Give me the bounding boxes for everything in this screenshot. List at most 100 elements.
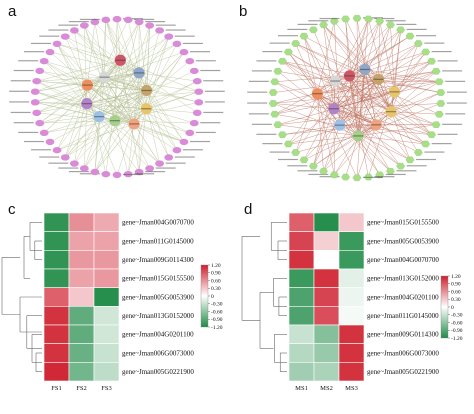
network-edge — [334, 80, 391, 172]
row-label: gene~Jman006G0073000 — [122, 349, 194, 357]
network-node-label — [39, 35, 60, 37]
network-gene-node — [386, 21, 395, 29]
network-edge — [364, 29, 401, 70]
network-hub-label — [99, 76, 110, 78]
network-node-label — [319, 17, 340, 20]
network-edge — [146, 90, 178, 151]
network-edge — [390, 71, 437, 112]
network-edge — [98, 116, 150, 169]
heatmap-cell — [288, 324, 315, 344]
row-label: gene~Jman005G0221900 — [367, 368, 439, 376]
row-label: gene~Jman004G0070700 — [122, 219, 194, 227]
row-label: gene~Jman015G0155500 — [122, 275, 194, 283]
network-gene-node — [352, 14, 362, 22]
network-hub-label — [389, 91, 400, 93]
network-edge — [378, 61, 432, 80]
network-gene-node — [421, 140, 431, 148]
network-gene-node — [90, 18, 100, 26]
network-node-label — [24, 51, 45, 53]
heatmap-cell — [43, 212, 70, 232]
network-node-label — [13, 122, 34, 124]
network-edge — [49, 51, 140, 74]
network-node-label — [9, 101, 30, 103]
row-label: gene~Jman011G0145000 — [367, 312, 439, 320]
network-gene-node — [172, 146, 182, 154]
heatmap-cell — [338, 212, 365, 232]
color-scale-tick-label: 0.60 — [451, 289, 461, 295]
row-label: gene~Jman009G0114300 — [367, 331, 439, 339]
network-ring-nodes — [247, 14, 467, 182]
network-node-label — [204, 90, 225, 92]
heatmap-cell — [338, 324, 365, 344]
network-edge — [339, 124, 391, 172]
network-node-label — [39, 156, 60, 158]
network-edge — [313, 124, 377, 167]
heatmap-cell — [338, 231, 365, 251]
heatmap-cell — [288, 362, 315, 382]
network-gene-node — [79, 22, 89, 29]
column-label: MS1 — [295, 385, 308, 392]
network-node-label — [165, 162, 186, 164]
network-edge — [146, 108, 195, 124]
network-edge — [105, 19, 121, 61]
network-gene-node — [189, 67, 199, 75]
network-hub-label — [94, 116, 105, 118]
network-gene-node — [283, 48, 293, 56]
network-edge — [146, 36, 169, 91]
network-hub-label — [334, 124, 345, 126]
network-edge — [303, 36, 335, 109]
color-scale-tick-label: -1.20 — [451, 336, 463, 342]
network-edge — [104, 76, 199, 92]
network-node-label — [256, 133, 277, 135]
network-gene-node — [273, 121, 283, 128]
row-label: gene~Jman005G0221900 — [122, 368, 194, 376]
network-edge — [94, 77, 105, 173]
network-edge — [35, 60, 121, 92]
network-node-label — [319, 176, 340, 178]
network-edge — [303, 75, 350, 161]
network-edge — [394, 61, 432, 93]
heatmap-cell — [313, 324, 340, 344]
network-gene-node — [30, 88, 40, 95]
heatmap-cell — [93, 287, 120, 307]
network-node-label — [256, 60, 277, 62]
network-edge — [65, 36, 88, 86]
network-edge — [39, 76, 105, 124]
heatmap-cell — [313, 362, 340, 382]
network-node-label — [416, 158, 437, 161]
color-scale-bar — [440, 275, 449, 339]
heatmap-cell — [43, 362, 70, 382]
network-node-label — [79, 18, 100, 21]
row-labels-c: gene~Jman004G0070700 gene~Jman011G0145000… — [122, 219, 194, 376]
network-node-label — [174, 156, 195, 158]
network-edge — [274, 79, 379, 115]
network-edge — [74, 30, 88, 104]
heatmap-cell — [43, 268, 70, 288]
network-hub-label — [129, 123, 140, 125]
network-gene-node — [414, 40, 423, 47]
network-node-label — [18, 60, 39, 62]
network-node-label — [155, 24, 176, 26]
network-gene-node — [39, 129, 49, 137]
network-edge — [378, 21, 380, 80]
network-edge — [273, 103, 359, 137]
network-edge — [357, 135, 401, 167]
network-node-label — [68, 20, 89, 23]
heatmap-cell — [338, 250, 365, 270]
column-label: FS1 — [51, 385, 61, 392]
network-node-label — [247, 102, 268, 104]
network-node-label — [442, 123, 463, 125]
heatmap-cell — [313, 212, 340, 232]
network-hub-label — [312, 93, 323, 95]
heatmap-cell — [338, 268, 365, 288]
network-edge — [104, 77, 150, 169]
network-gene-node — [291, 149, 300, 156]
row-label: gene~Jman005G0053900 — [367, 237, 439, 245]
network-edge — [356, 18, 359, 136]
network-gene-node — [278, 131, 287, 138]
network-edge — [295, 93, 318, 153]
network-node-label — [195, 60, 216, 62]
network-node-label — [204, 101, 225, 103]
row-dendrogram-d — [241, 222, 287, 372]
network-edge — [333, 81, 440, 110]
